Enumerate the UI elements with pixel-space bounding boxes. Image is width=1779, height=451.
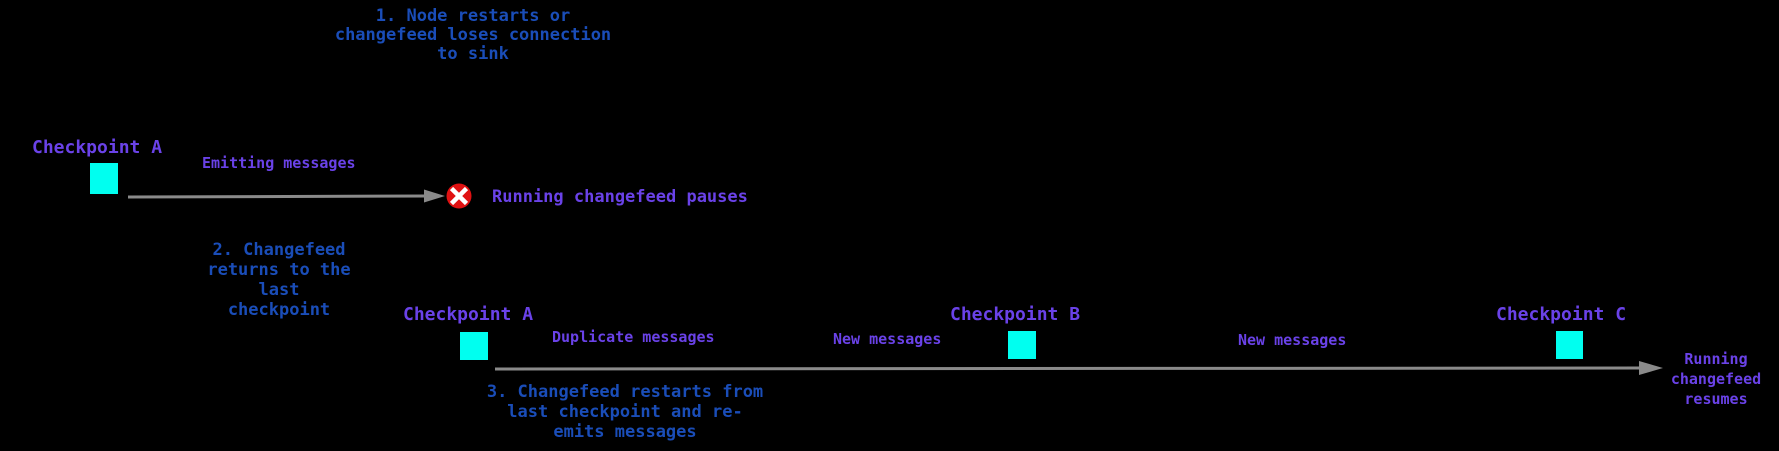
error-icon: [446, 183, 472, 209]
checkpoint-c-label: Checkpoint C: [1496, 304, 1627, 325]
arrow-top-timeline: [127, 189, 445, 203]
note-step1: 1. Node restarts or changefeed loses con…: [334, 6, 612, 64]
new-messages-1-label: New messages: [833, 330, 942, 348]
duplicate-messages-label: Duplicate messages: [552, 328, 715, 346]
arrow-bottom-timeline: [494, 361, 1663, 375]
note-step2: 2. Changefeed returns to the last checkp…: [207, 240, 351, 320]
checkpoint-a-top-marker: [90, 163, 118, 194]
checkpoint-a-bottom-label: Checkpoint A: [403, 304, 534, 325]
note-step3: 3. Changefeed restarts from last checkpo…: [486, 382, 764, 442]
checkpoint-a-bottom-marker: [460, 332, 488, 360]
checkpoint-c-marker: [1556, 331, 1583, 359]
checkpoint-b-label: Checkpoint B: [950, 304, 1081, 325]
resume-label: Running changefeed resumes: [1670, 350, 1762, 408]
emitting-messages-label: Emitting messages: [202, 154, 356, 172]
pause-label: Running changefeed pauses: [492, 187, 748, 207]
new-messages-2-label: New messages: [1238, 331, 1347, 349]
checkpoint-a-top-label: Checkpoint A: [32, 137, 163, 158]
checkpoint-b-marker: [1008, 331, 1036, 359]
